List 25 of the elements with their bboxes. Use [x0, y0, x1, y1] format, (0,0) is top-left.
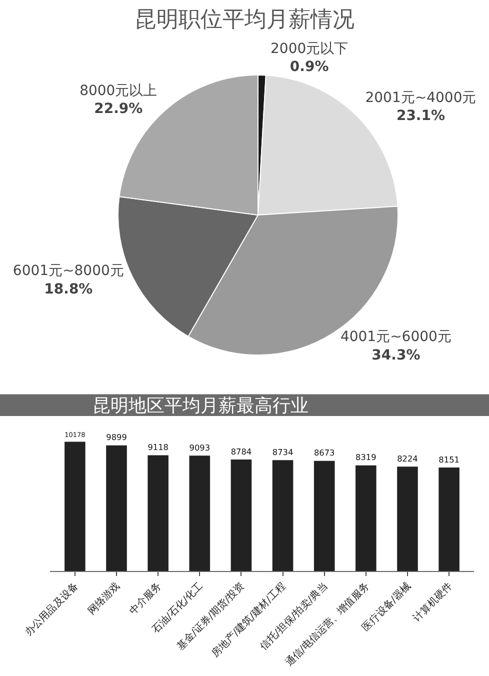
data-label: 8734: [272, 446, 294, 457]
data-label: 34.3%: [372, 347, 420, 364]
slice-label: 2000元以下: [270, 40, 348, 57]
chart-title: 昆明职位平均月薪情况: [134, 8, 354, 33]
data-label: 23.1%: [396, 108, 446, 124]
x-tick-label: 计算机硬件: [410, 580, 455, 624]
data-label: 8673: [314, 448, 335, 458]
chart-title: 昆明地区平均月薪最高行业: [92, 395, 308, 416]
data-label: 8784: [230, 446, 252, 456]
data-label: 8224: [397, 453, 418, 464]
slice-label: 4001元~6000元: [340, 329, 452, 346]
slice-label: 8000元以上: [80, 82, 158, 99]
x-tick-label: 办公用品及设备: [22, 580, 81, 638]
data-label: 22.9%: [94, 101, 143, 118]
slice-label: 2001元~4000元: [365, 90, 476, 106]
data-label: 9093: [189, 442, 210, 452]
data-label: 9118: [148, 442, 168, 452]
x-tick-label: 中介服务: [126, 580, 164, 617]
data-label: 8151: [438, 454, 460, 464]
x-tick-label: 网络游戏: [85, 580, 122, 617]
slice-label: 6001元~8000元: [12, 263, 124, 280]
data-label: 8319: [356, 452, 376, 462]
data-label: 0.9%: [290, 59, 329, 76]
data-label: 9899: [106, 432, 127, 442]
data-label: 18.8%: [44, 281, 93, 298]
